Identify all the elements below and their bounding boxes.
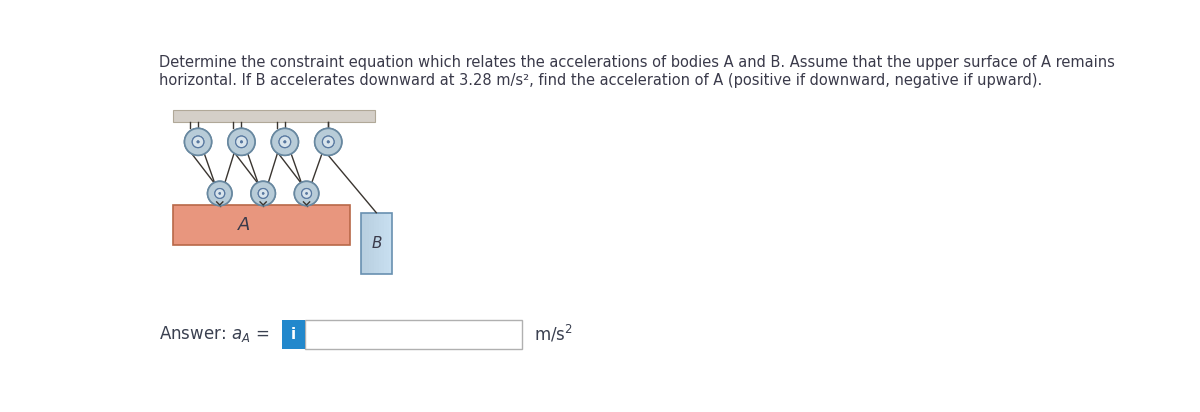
FancyBboxPatch shape [386, 213, 389, 274]
Circle shape [280, 136, 290, 147]
Circle shape [192, 136, 204, 147]
Circle shape [185, 129, 211, 155]
Circle shape [192, 136, 204, 147]
Circle shape [235, 136, 247, 147]
FancyBboxPatch shape [371, 213, 374, 274]
FancyBboxPatch shape [384, 213, 386, 274]
Circle shape [251, 181, 275, 206]
Circle shape [228, 129, 256, 155]
Circle shape [208, 181, 232, 206]
Circle shape [258, 189, 268, 198]
Circle shape [240, 140, 242, 143]
FancyBboxPatch shape [366, 213, 368, 274]
Circle shape [323, 136, 334, 147]
FancyBboxPatch shape [382, 213, 384, 274]
Circle shape [326, 140, 330, 143]
FancyBboxPatch shape [173, 110, 374, 122]
Text: horizontal. If B accelerates downward at 3.28 m/s², find the acceleration of A (: horizontal. If B accelerates downward at… [160, 73, 1043, 87]
Text: Determine the constraint equation which relates the accelerations of bodies A an: Determine the constraint equation which … [160, 55, 1115, 70]
Circle shape [262, 192, 264, 194]
Circle shape [283, 140, 287, 143]
Circle shape [215, 189, 224, 198]
Circle shape [271, 129, 299, 155]
Circle shape [197, 140, 199, 143]
Circle shape [240, 140, 242, 143]
Circle shape [294, 181, 319, 206]
Circle shape [251, 181, 275, 206]
Circle shape [283, 140, 287, 143]
Circle shape [314, 129, 342, 155]
Text: i: i [290, 327, 296, 342]
Circle shape [197, 140, 199, 143]
Circle shape [218, 192, 221, 194]
FancyBboxPatch shape [377, 213, 379, 274]
Circle shape [305, 192, 307, 194]
FancyBboxPatch shape [361, 213, 364, 274]
Circle shape [262, 192, 264, 194]
Circle shape [258, 189, 268, 198]
Text: $B$: $B$ [371, 236, 382, 251]
Circle shape [208, 181, 232, 206]
FancyBboxPatch shape [364, 213, 366, 274]
Circle shape [185, 129, 211, 155]
Circle shape [294, 181, 319, 206]
FancyBboxPatch shape [389, 213, 392, 274]
Circle shape [305, 192, 307, 194]
Circle shape [301, 189, 312, 198]
Text: m/s$^2$: m/s$^2$ [534, 324, 572, 345]
Circle shape [280, 136, 290, 147]
Circle shape [314, 129, 342, 155]
Circle shape [215, 189, 224, 198]
FancyBboxPatch shape [305, 320, 522, 349]
Text: $A$: $A$ [236, 216, 251, 234]
Circle shape [228, 129, 256, 155]
Circle shape [218, 192, 221, 194]
FancyBboxPatch shape [373, 213, 377, 274]
FancyBboxPatch shape [368, 213, 371, 274]
Circle shape [326, 140, 330, 143]
Text: Answer: $a_A$ =: Answer: $a_A$ = [160, 324, 270, 344]
Circle shape [301, 189, 312, 198]
Circle shape [271, 129, 299, 155]
FancyBboxPatch shape [173, 205, 350, 245]
FancyBboxPatch shape [282, 320, 305, 349]
FancyBboxPatch shape [379, 213, 382, 274]
Circle shape [323, 136, 334, 147]
Circle shape [235, 136, 247, 147]
